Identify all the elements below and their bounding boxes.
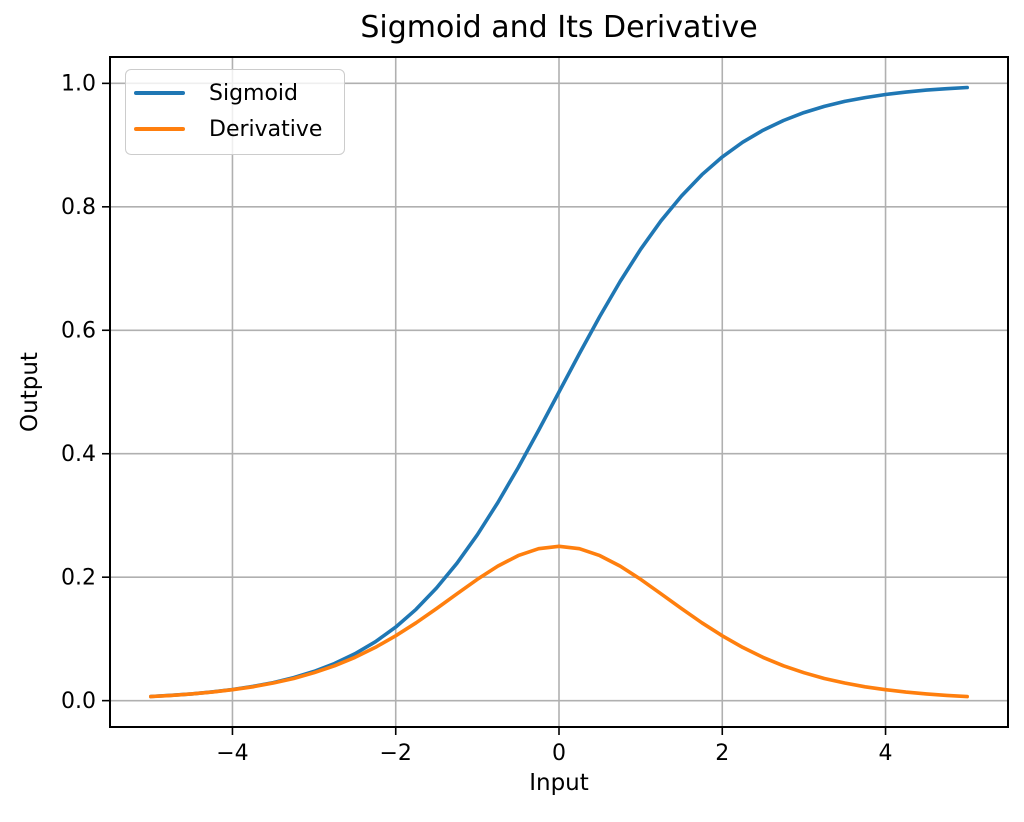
series-line-derivative [149,544,970,699]
x-tick-label: 2 [715,741,729,766]
legend-label-derivative: Derivative [209,116,323,142]
y-axis-label: Output [17,352,43,432]
y-tick-label: 0.8 [61,195,96,220]
legend: Sigmoid Derivative [125,69,345,155]
legend-item-sigmoid: Sigmoid [134,75,344,111]
chart-title: Sigmoid and Its Derivative [360,10,758,45]
legend-label-sigmoid: Sigmoid [209,80,299,106]
x-tick-label: 4 [879,741,893,766]
y-tick-label: 0.6 [61,319,96,344]
y-tick-label: 0.0 [61,689,96,714]
legend-item-derivative: Derivative [134,111,344,147]
y-tick-label: 0.2 [61,565,96,590]
x-tick-label: −2 [380,741,412,766]
y-tick-label: 1.0 [61,72,96,97]
x-tick-label: −4 [216,741,248,766]
tick-labels: −4 −2 0 2 4 0.0 0.2 0.4 0.6 0.8 1.0 [61,72,893,766]
x-tick-label: 0 [552,741,566,766]
y-tick-label: 0.4 [61,442,96,467]
x-axis-label: Input [529,770,589,796]
tick-marks [102,82,887,735]
derivative-line-swatch [134,127,185,131]
sigmoid-line-swatch [134,91,185,95]
